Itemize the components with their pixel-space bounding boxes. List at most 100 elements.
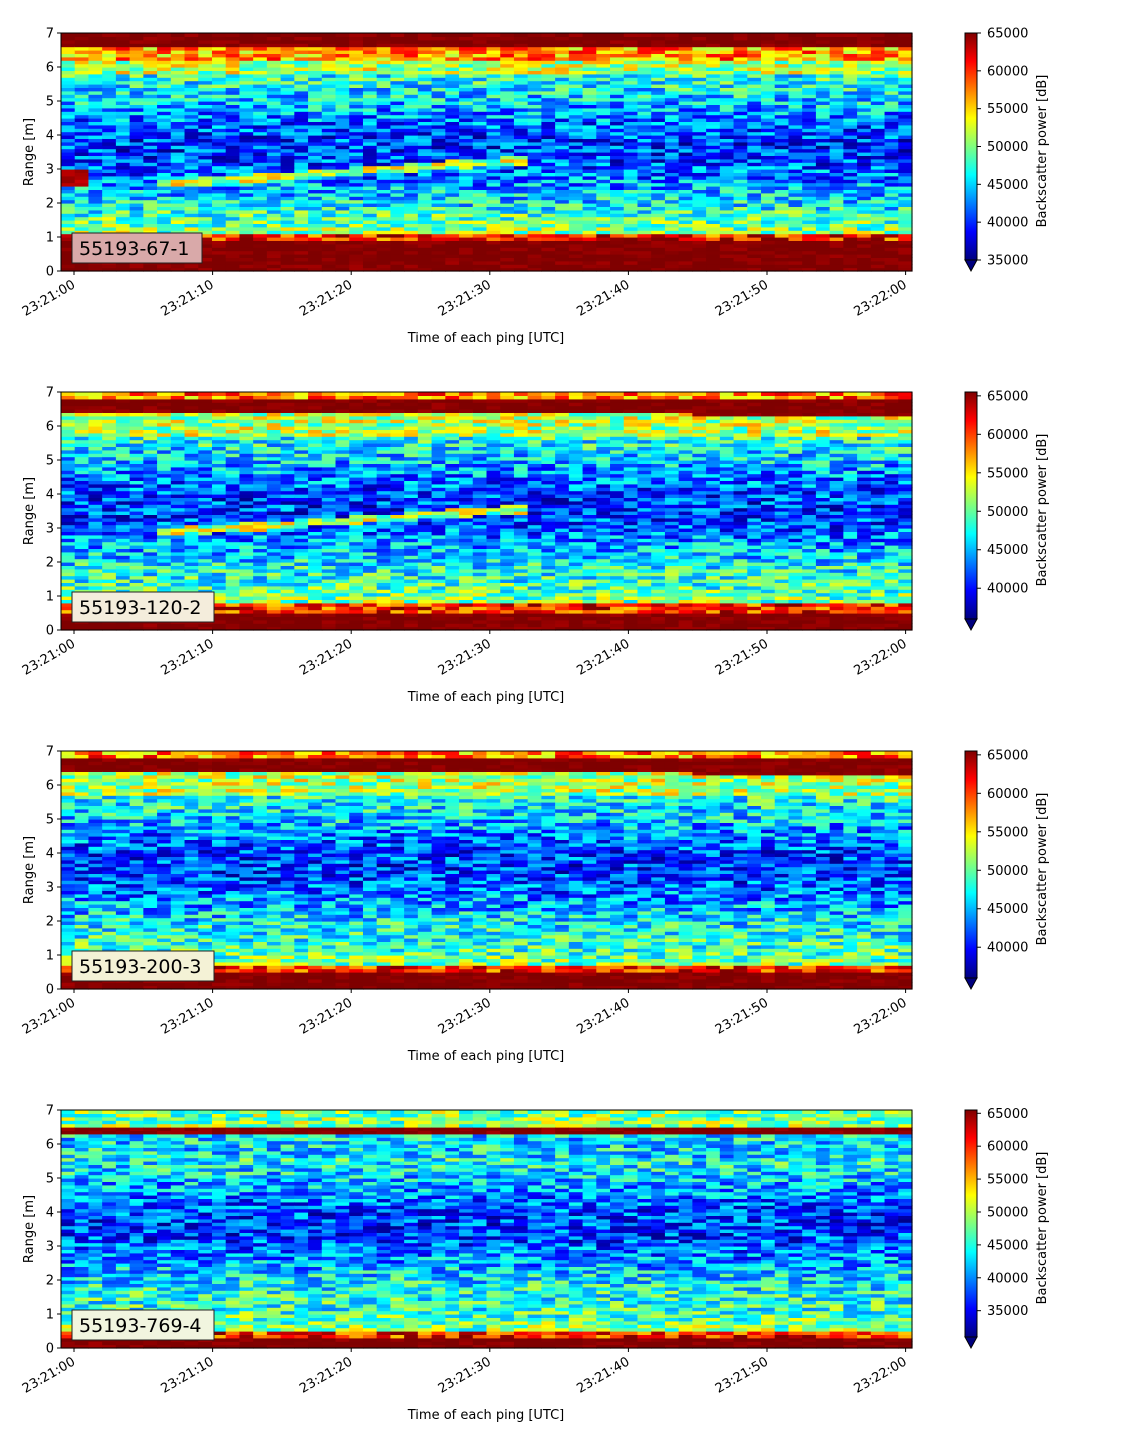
y-tick-label: 5: [46, 95, 54, 110]
heatmap-cell: [678, 97, 693, 102]
heatmap-cell: [88, 63, 103, 68]
heatmap-cell: [225, 186, 241, 190]
heatmap-cell: [692, 101, 707, 105]
heatmap-cell: [198, 87, 213, 92]
heatmap-cell: [129, 220, 144, 224]
heatmap-cell: [225, 63, 241, 68]
heatmap-cell: [308, 67, 323, 71]
heatmap-cell: [541, 199, 556, 204]
heatmap-cell: [500, 264, 515, 269]
heatmap-cell: [88, 114, 103, 119]
heatmap-cell: [211, 70, 227, 75]
heatmap-cell: [239, 56, 254, 61]
heatmap-cell: [157, 199, 172, 204]
heatmap-cell: [568, 39, 584, 44]
heatmap-cell: [857, 250, 872, 255]
heatmap-cell: [390, 220, 405, 224]
heatmap-cell: [74, 199, 90, 204]
heatmap-cell: [321, 155, 337, 160]
heatmap-cell: [362, 254, 378, 258]
heatmap-cell: [706, 107, 721, 112]
heatmap-cell: [102, 230, 117, 235]
heatmap-cell: [761, 243, 776, 248]
heatmap-cell: [61, 182, 76, 187]
heatmap-cell: [102, 87, 117, 92]
heatmap-cell: [637, 80, 652, 85]
heatmap-cell: [211, 46, 227, 51]
heatmap-cell: [774, 209, 790, 214]
heatmap-cell: [568, 94, 584, 99]
heatmap-cell: [472, 199, 488, 204]
heatmap-cell: [170, 87, 186, 92]
heatmap-cell: [390, 131, 405, 136]
heatmap-cell: [651, 216, 666, 221]
heatmap-cell: [651, 77, 666, 82]
heatmap-cell: [541, 53, 556, 58]
heatmap-cell: [733, 192, 748, 197]
heatmap-cell: [225, 162, 241, 167]
heatmap-cell: [568, 223, 584, 228]
heatmap-cell: [294, 206, 309, 211]
heatmap-cell: [719, 175, 735, 180]
heatmap-cell: [459, 182, 474, 187]
heatmap-cell: [637, 162, 652, 167]
heatmap-cell: [719, 169, 735, 173]
heatmap-cell: [102, 213, 117, 218]
heatmap-cell: [500, 243, 515, 248]
heatmap-cell: [253, 254, 268, 258]
heatmap-cell: [651, 264, 666, 269]
heatmap-cell: [445, 243, 460, 248]
heatmap-cell: [664, 84, 680, 88]
heatmap-cell: [664, 260, 680, 265]
heatmap-cell: [678, 60, 693, 65]
heatmap-cell: [115, 94, 131, 99]
heatmap-cell: [596, 233, 611, 238]
heatmap-cell: [623, 199, 639, 204]
heatmap-cell: [376, 260, 392, 265]
heatmap-cell: [527, 209, 543, 214]
heatmap-cell: [308, 56, 323, 61]
heatmap-cell: [253, 158, 268, 163]
heatmap-cell: [335, 138, 350, 143]
heatmap-cell: [170, 169, 186, 173]
heatmap-cell: [280, 226, 295, 231]
heatmap-cell: [541, 203, 556, 207]
heatmap-cell: [500, 104, 515, 109]
heatmap-cell: [239, 203, 254, 207]
heatmap-cell: [390, 162, 405, 167]
heatmap-cell: [266, 94, 282, 99]
heatmap-cell: [719, 243, 735, 248]
heatmap-cell: [706, 124, 721, 129]
heatmap-cell: [102, 135, 117, 139]
heatmap-cell: [623, 209, 639, 214]
heatmap-cell: [719, 67, 735, 71]
y-tick-label: 2: [46, 197, 54, 212]
heatmap-cell: [308, 172, 323, 177]
heatmap-cell: [486, 138, 501, 143]
heatmap-cell: [404, 56, 419, 61]
heatmap-cell: [664, 223, 680, 228]
heatmap-cell: [211, 36, 227, 41]
heatmap-cell: [308, 121, 323, 126]
heatmap-cell: [719, 70, 735, 75]
heatmap-cell: [733, 152, 748, 156]
heatmap-cell: [390, 196, 405, 201]
heatmap-cell: [321, 216, 337, 221]
heatmap-cell: [431, 73, 446, 78]
heatmap-cell: [198, 124, 213, 129]
heatmap-cell: [74, 73, 90, 78]
heatmap-cell: [102, 470, 117, 475]
heatmap-cell: [74, 155, 90, 160]
heatmap-cell: [115, 148, 131, 153]
heatmap-cell: [568, 179, 584, 184]
heatmap-cell: [102, 63, 117, 68]
heatmap-cell: [390, 148, 405, 153]
heatmap-cell: [102, 172, 117, 177]
heatmap-cell: [239, 247, 254, 252]
heatmap-cell: [404, 250, 419, 255]
heatmap-cell: [527, 179, 543, 184]
heatmap-cell: [664, 114, 680, 119]
heatmap-cell: [870, 264, 886, 269]
heatmap-cell: [459, 257, 474, 262]
heatmap-cell: [417, 243, 433, 248]
